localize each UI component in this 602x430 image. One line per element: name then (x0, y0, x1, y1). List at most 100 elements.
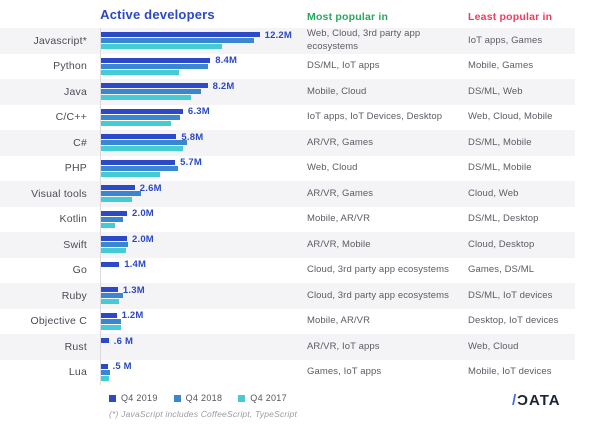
language-label: Objective C (30, 315, 87, 328)
least-popular-cell: Web, Cloud (468, 340, 519, 352)
value-label: .6 M (113, 335, 134, 347)
bar-group: 1.2M (100, 308, 307, 334)
table-row: Kotlin 2.0M Mobile, AR/VR DS/ML, Desktop (0, 206, 575, 232)
least-popular-cell: DS/ML, IoT devices (468, 289, 553, 301)
bar-group: 5.7M (100, 155, 307, 181)
bar-q4-2019 (101, 338, 109, 343)
bar-q4-2018 (101, 114, 181, 120)
table-row: Lua .5 M Games, IoT apps Mobile, IoT device… (0, 359, 575, 385)
table-row: Javascript* 12.2M Web, Cloud, 3rd party ap… (0, 28, 575, 54)
least-popular-cell: DS/ML, Mobile (468, 162, 532, 174)
chart-legend: Q4 2019 Q4 2018 Q4 2017 (109, 393, 287, 403)
bar-q4-2019 (101, 287, 118, 292)
value-label: 8.4M (215, 55, 238, 66)
legend-item: Q4 2017 (238, 393, 287, 403)
most-popular-cell: Mobile, AR/VR (307, 213, 371, 225)
bar-q4-2019 (101, 363, 108, 369)
bar-q4-2019 (101, 210, 127, 216)
value-label: 5.8M (181, 131, 204, 143)
chart-rows: Javascript* 12.2M Web, Cloud, 3rd party ap… (0, 28, 575, 385)
bar-q4-2018 (101, 242, 129, 247)
least-popular-cell: DS/ML, Desktop (468, 213, 539, 225)
most-popular-cell: DS/ML, IoT apps (307, 60, 380, 72)
legend-label: Q4 2019 (121, 393, 158, 403)
legend-swatch (173, 394, 181, 402)
table-row: Java 8.2M Mobile, Cloud DS/ML, Web (0, 79, 575, 105)
most-popular-cell: Web, Cloud, 3rd party app ecosystems (307, 28, 421, 52)
legend-item: Q4 2018 (173, 393, 223, 403)
bar-q4-2018 (101, 318, 121, 324)
least-popular-cell: Mobile, IoT devices (468, 366, 552, 378)
bar-q4-2019 (101, 83, 208, 88)
language-label: Javascript* (33, 34, 87, 47)
table-row: Go 1.4M Cloud, 3rd party app ecosystems Gam… (0, 257, 575, 283)
bar-q4-2019 (101, 185, 135, 190)
value-label: 12.2M (264, 29, 292, 41)
least-popular-cell: Cloud, Desktop (468, 238, 535, 250)
value-label: 1.2M (121, 310, 144, 321)
least-popular-cell: DS/ML, Web (468, 85, 523, 97)
bar-q4-2017 (101, 248, 126, 253)
table-row: Rust .6 M AR/VR, IoT apps Web, Cloud (0, 334, 575, 360)
language-label: Swift (63, 238, 87, 251)
bar-group: 1.3M (100, 283, 307, 309)
least-popular-cell: DS/ML, Mobile (468, 136, 532, 148)
least-popular-cell: Web, Cloud, Mobile (468, 111, 553, 123)
bar-q4-2017 (101, 375, 109, 381)
language-label: Rust (64, 340, 87, 353)
bar-q4-2019 (101, 57, 211, 63)
least-popular-cell: Games, DS/ML (468, 264, 535, 276)
footnote: (*) JavaScript includes CoffeeScript, Ty… (109, 409, 298, 419)
table-row: Visual tools 2.6M AR/VR, Games Cloud, Web (0, 181, 575, 207)
value-label: 6.3M (187, 106, 210, 117)
bar-q4-2018 (101, 38, 255, 43)
bar-q4-2017 (101, 299, 120, 304)
bar-q4-2018 (101, 293, 124, 298)
bar-q4-2018 (101, 191, 142, 196)
most-popular-cell: AR/VR, Mobile (307, 238, 371, 250)
bar-group: 2.0M (100, 206, 307, 232)
bar-q4-2019 (101, 236, 127, 241)
value-label: .5 M (112, 361, 132, 372)
least-popular-cell: Desktop, IoT devices (468, 315, 559, 327)
bar-q4-2017 (101, 69, 179, 75)
most-popular-cell: Games, IoT apps (307, 366, 382, 378)
bar-q4-2019 (101, 261, 120, 267)
bar-group: 8.2M (100, 79, 307, 105)
bar-group: .5 M (100, 359, 307, 385)
chart-title: Active developers (100, 7, 215, 22)
most-popular-cell: Mobile, Cloud (307, 85, 367, 97)
language-label: C# (73, 136, 87, 149)
bar-q4-2017 (101, 120, 172, 126)
logo-word: ƆATA (517, 392, 561, 409)
most-popular-cell: Web, Cloud (307, 162, 358, 174)
table-row: Python 8.4M DS/ML, IoT apps Mobile, Games (0, 53, 575, 79)
table-row: PHP 5.7M Web, Cloud DS/ML, Mobile (0, 155, 575, 181)
bar-group: 12.2M (100, 28, 307, 54)
most-popular-cell: Cloud, 3rd party app ecosystems (307, 264, 449, 276)
bar-q4-2019 (101, 108, 183, 114)
bar-q4-2017 (101, 222, 116, 228)
table-row: Objective C 1.2M Mobile, AR/VR Desktop, IoT… (0, 308, 575, 334)
bar-q4-2017 (101, 95, 191, 100)
bar-q4-2017 (101, 146, 183, 151)
column-header-least-popular: Least popular in (468, 11, 553, 23)
bar-q4-2017 (101, 197, 133, 202)
bar-q4-2019 (101, 32, 260, 37)
bar-q4-2018 (101, 369, 111, 375)
value-label: 2.0M (132, 233, 154, 245)
most-popular-cell: AR/VR, IoT apps (307, 340, 380, 352)
value-label: 1.4M (124, 259, 147, 270)
logo-slash: / (512, 392, 518, 409)
language-label: Python (53, 60, 87, 73)
value-label: 2.6M (139, 182, 162, 194)
bar-q4-2017 (101, 324, 121, 330)
bar-group: .6 M (100, 334, 307, 360)
bar-group: 6.3M (100, 104, 307, 130)
legend-item: Q4 2019 (109, 393, 158, 403)
bar-q4-2019 (101, 312, 117, 318)
most-popular-cell: AR/VR, Games (307, 136, 374, 148)
legend-label: Q4 2017 (250, 393, 287, 403)
bar-group: 2.0M (100, 232, 307, 258)
